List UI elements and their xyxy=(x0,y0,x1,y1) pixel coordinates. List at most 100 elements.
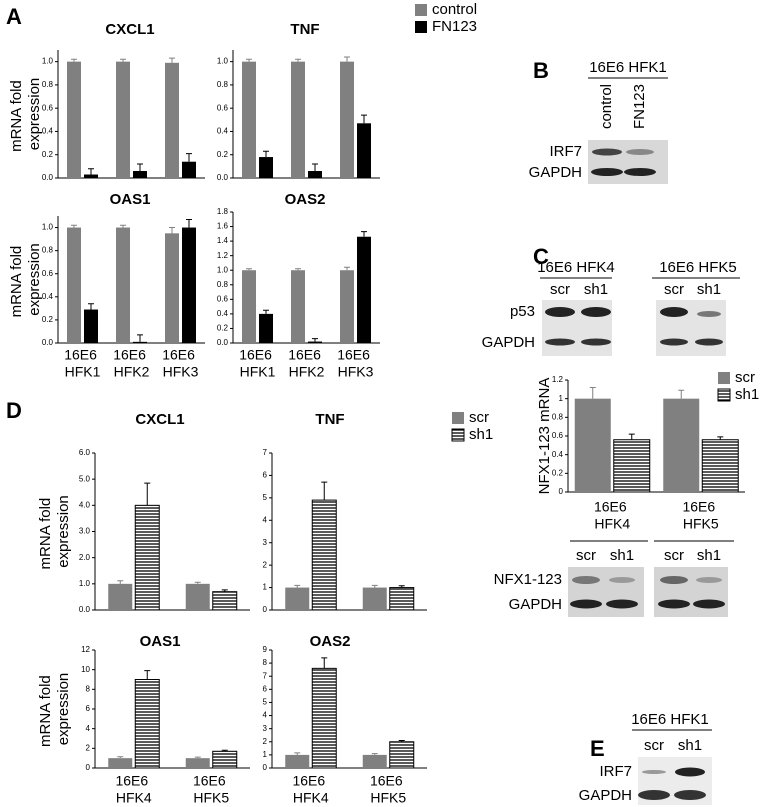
panel-label: D xyxy=(6,398,22,423)
y-tick-label: 2 xyxy=(263,560,268,569)
chart-title: OAS1 xyxy=(110,191,151,208)
y-tick-label: 5 xyxy=(263,698,268,707)
y-tick-label: 0.8 xyxy=(217,80,229,89)
x-tick-label: 16E6 HFK4 xyxy=(115,772,152,805)
y-tick-label: 2 xyxy=(263,737,268,746)
bar xyxy=(389,587,415,611)
y-tick-label: 3 xyxy=(263,724,268,733)
bar xyxy=(291,61,305,178)
y-tick-label: 1 xyxy=(263,750,268,759)
y-tick-label: 0.0 xyxy=(42,173,54,182)
legend-swatch xyxy=(415,4,427,16)
x-tick-label: 16E6 HFK3 xyxy=(162,346,199,379)
y-tick-label: 0.8 xyxy=(42,246,54,255)
chart: OAS2 0 1 2 3 4 5 6 7 8 9 16E6 HFK4 16E6 HFK5 xyxy=(263,633,427,805)
y-tick-label: 6 xyxy=(263,471,268,480)
band xyxy=(696,577,722,583)
bar xyxy=(67,227,81,343)
band xyxy=(642,770,666,774)
band xyxy=(660,338,688,346)
row-label: IRF7 xyxy=(599,763,632,780)
y-tick-label: 8 xyxy=(263,658,268,667)
y-tick-label: 7 xyxy=(263,671,268,680)
error-bar xyxy=(71,224,77,228)
y-tick-label: 1.0 xyxy=(217,57,229,66)
band xyxy=(626,149,654,155)
row-label: IRF7 xyxy=(549,143,582,160)
chart: OAS2 0.0 0.2 0.4 0.6 0.8 1.0 1.2 1.4 1.6 1.8 16E6 H… xyxy=(217,191,380,379)
x-tick-label: 16E6 HFK4 xyxy=(292,772,329,805)
y-tick-label: 0.6 xyxy=(42,269,54,278)
band xyxy=(660,576,688,584)
x-tick-label: 16E6 HFK5 xyxy=(193,772,230,805)
chart-title: OAS2 xyxy=(285,191,326,208)
error-bar xyxy=(169,227,175,234)
y-tick-label: 6.0 xyxy=(79,448,91,457)
error-bar xyxy=(88,303,94,310)
y-tick-label: 1.0 xyxy=(42,223,54,232)
lane-label: scr xyxy=(576,547,596,564)
band xyxy=(697,311,721,317)
bar xyxy=(701,439,739,493)
y-tick-label: 0.4 xyxy=(42,127,54,136)
bar xyxy=(134,504,160,611)
error-bar xyxy=(344,56,350,62)
error-bar xyxy=(371,753,378,755)
y-tick-label: 3.0 xyxy=(79,527,91,536)
error-bar xyxy=(194,581,201,584)
y-tick-label: 7 xyxy=(263,448,268,457)
bar xyxy=(242,270,256,343)
x-tick-label: 16E6 HFK2 xyxy=(113,346,150,379)
y-tick-label: 2 xyxy=(86,743,91,752)
chart-title: CXCL1 xyxy=(105,21,154,38)
bar xyxy=(574,398,611,492)
legend-swatch xyxy=(452,412,464,424)
bar xyxy=(362,587,387,610)
blot-e: 16E6 HFK1 scr sh1 IRF7 GAPDH xyxy=(579,711,712,805)
chart: CXCL1 mRNA fold expression 0.0 1.0 2.0 3.0 4.0… xyxy=(37,411,250,614)
error-bar xyxy=(628,433,635,440)
error-bar xyxy=(117,580,124,584)
band xyxy=(609,577,635,583)
legend-label: control xyxy=(432,1,477,18)
error-bar xyxy=(361,114,367,124)
legend-label: scr xyxy=(469,409,489,426)
y-tick-label: 4 xyxy=(86,724,91,733)
error-bar xyxy=(294,752,301,755)
y-tick-label: 0.8 xyxy=(552,412,564,421)
blot-image xyxy=(654,567,728,617)
panel-label: B xyxy=(533,58,549,83)
error-bar xyxy=(398,739,405,742)
band xyxy=(695,338,723,346)
y-tick-label: 0 xyxy=(559,487,564,496)
bar xyxy=(212,750,238,769)
band xyxy=(638,790,670,800)
y-tick-label: 10 xyxy=(81,665,90,674)
error-bar xyxy=(71,58,77,62)
legend-swatch xyxy=(717,388,731,402)
y-tick-label: 4 xyxy=(263,515,268,524)
y-axis-label: mRNA fold expression xyxy=(8,242,43,318)
chart: OAS1 mRNA fold expression 0.0 0.2 0.4 0.6 0.8 1… xyxy=(8,191,205,379)
band xyxy=(693,599,725,609)
y-tick-label: 4.0 xyxy=(79,500,91,509)
y-tick-label: 1.6 xyxy=(217,222,229,231)
bar xyxy=(182,161,196,178)
blot-title: 16E6 HFK1 xyxy=(631,711,709,728)
error-bar xyxy=(117,756,124,759)
bar xyxy=(362,754,387,768)
band xyxy=(545,307,575,317)
error-bar xyxy=(221,749,228,752)
error-bar xyxy=(398,585,405,588)
bar xyxy=(84,309,98,343)
row-label: NFX1-123 xyxy=(494,571,562,588)
lane-label: sh1 xyxy=(610,547,634,564)
bar xyxy=(116,227,130,343)
bar xyxy=(165,233,179,343)
y-tick-label: 0.4 xyxy=(42,292,54,301)
error-bar xyxy=(88,168,94,175)
band xyxy=(658,599,690,609)
error-bar xyxy=(120,224,126,228)
error-bar xyxy=(294,584,301,588)
band xyxy=(606,599,638,609)
